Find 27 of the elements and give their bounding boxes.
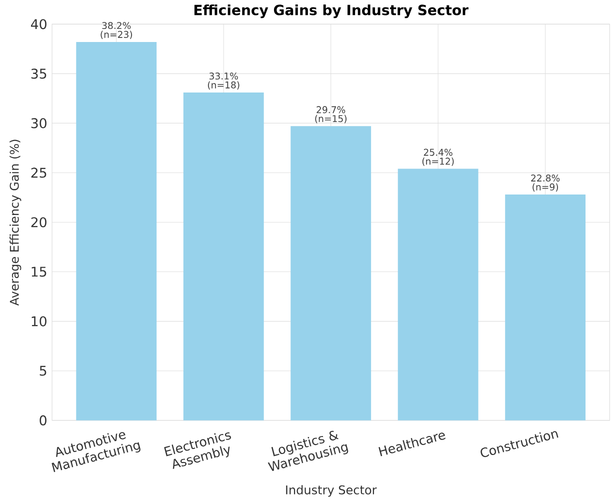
y-tick-label: 15: [32, 266, 46, 277]
annotation: (n=18): [208, 81, 240, 90]
annotation: (n=9): [532, 183, 558, 192]
y-tick-label: 35: [31, 68, 46, 79]
annotation: (n=15): [315, 115, 346, 124]
y-tick-label: 30: [31, 118, 46, 128]
y-tick-label: 5: [40, 366, 46, 376]
data-label: 33.1%: [209, 72, 238, 80]
bar: [398, 168, 478, 420]
data-label: 25.4%: [424, 148, 452, 156]
y-tick-label: 25: [31, 168, 46, 178]
bar: [290, 126, 372, 420]
y-tick-label: 20: [31, 217, 46, 228]
bar: [505, 194, 586, 420]
y-axis-title: Average Efficiency Gain (%): [10, 140, 22, 306]
chart-title: Efficiency Gains by Industry Sector: [194, 4, 468, 18]
bar: [183, 92, 264, 420]
annotation: (n=23): [100, 30, 132, 40]
data-label: 22.8%: [531, 174, 560, 182]
data-label: 29.7%: [316, 106, 346, 114]
bar: [76, 42, 157, 420]
y-tick-label: 10: [32, 316, 46, 326]
x-axis-title: Industry Sector: [286, 485, 377, 497]
data-label: 38.2%: [102, 22, 131, 30]
annotation: (n=12): [422, 158, 454, 166]
y-tick-label: 0: [40, 415, 46, 426]
y-tick-label: 40: [30, 19, 46, 30]
